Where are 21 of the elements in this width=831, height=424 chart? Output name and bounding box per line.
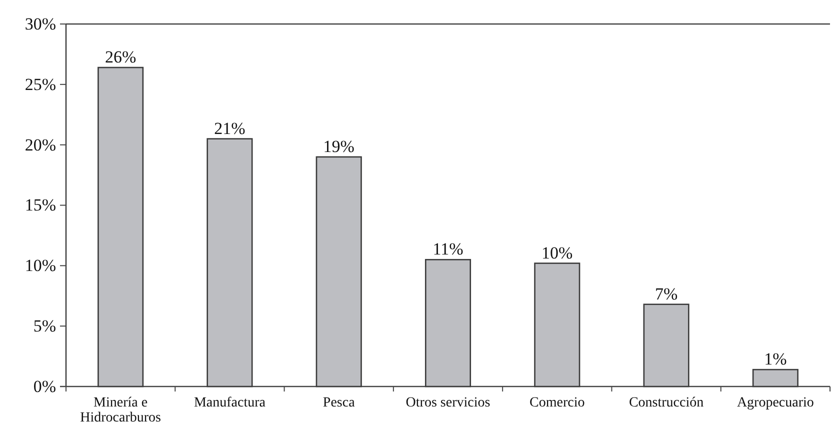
x-tick-label: Manufactura bbox=[194, 396, 266, 410]
y-tick-label: 25% bbox=[24, 74, 56, 94]
y-tick-label: 15% bbox=[24, 196, 56, 215]
y-tick-label: 10% bbox=[24, 256, 56, 276]
x-tick-label: Comercio bbox=[530, 396, 585, 410]
y-tick-label: 20% bbox=[24, 135, 56, 154]
data-label: 21% bbox=[214, 118, 246, 138]
data-label: 19% bbox=[323, 136, 354, 156]
x-tick-label: Minería e Hidrocarburos bbox=[80, 396, 162, 424]
data-label: 1% bbox=[764, 350, 787, 369]
data-label: 10% bbox=[542, 243, 573, 262]
y-tick-label: 30% bbox=[24, 14, 56, 34]
x-tick-label: Construcción bbox=[628, 396, 704, 410]
x-tick-label: Pesca bbox=[322, 396, 356, 410]
data-label: 11% bbox=[432, 240, 464, 259]
y-tick-label: 0% bbox=[33, 376, 56, 396]
y-tick-label: 5% bbox=[33, 316, 56, 336]
data-label: 7% bbox=[654, 284, 678, 304]
x-tick-label: Agropecuario bbox=[736, 396, 814, 410]
x-tick-label: Otros servicios bbox=[406, 396, 490, 410]
data-label: 26% bbox=[104, 48, 136, 66]
